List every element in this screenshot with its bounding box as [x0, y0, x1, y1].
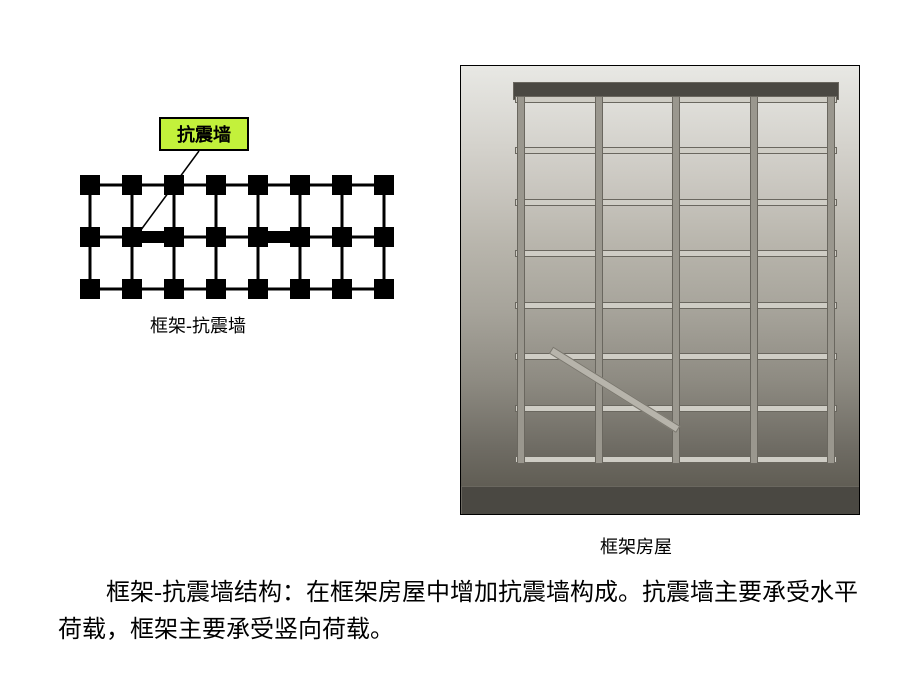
building-photo [460, 65, 860, 515]
slide: 抗震墙 框架-抗震墙 框架房屋 框架-抗震墙结构：在框架房屋中增加抗震墙构成。抗… [0, 0, 920, 690]
diagram-caption: 框架-抗震墙 [150, 312, 246, 338]
shear-wall-label-text: 抗震墙 [177, 121, 231, 147]
shear-wall-label-box: 抗震墙 [159, 117, 249, 151]
photo-placeholder [461, 66, 859, 514]
frame-shear-wall-diagram [80, 175, 400, 305]
photo-caption: 框架房屋 [600, 533, 672, 559]
body-paragraph: 框架-抗震墙结构：在框架房屋中增加抗震墙构成。抗震墙主要承受水平荷载，框架主要承… [58, 575, 858, 649]
body-prefix: 框架-抗震墙结构： [106, 580, 306, 606]
